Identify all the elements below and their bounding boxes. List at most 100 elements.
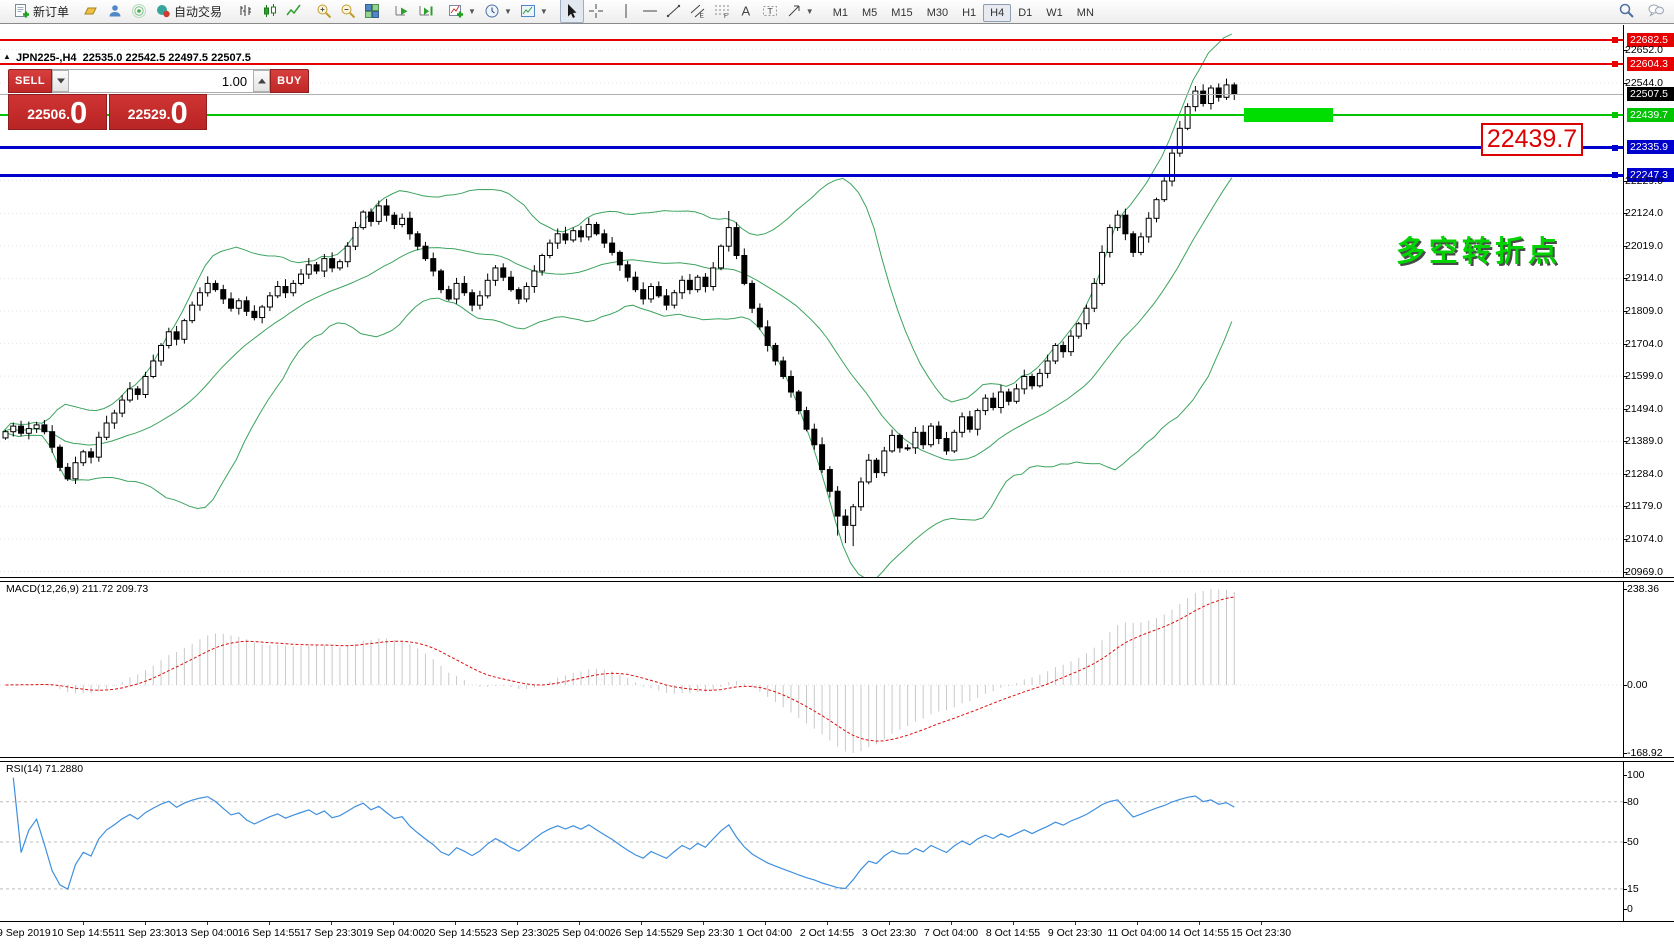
price-axis-line [1623, 25, 1624, 921]
autotrade-button[interactable]: 自动交易 [151, 0, 226, 23]
highlight-zone[interactable] [1244, 108, 1333, 123]
signal-button[interactable] [127, 0, 151, 23]
volume-increase-button[interactable] [253, 70, 271, 92]
time-axis-line [0, 921, 1674, 922]
timeframe-h4-button[interactable]: H4 [983, 3, 1012, 22]
price-line-22507.5[interactable] [0, 93, 1623, 95]
price-line-22335.9[interactable] [0, 146, 1623, 150]
account-button[interactable] [103, 0, 127, 23]
price-line-marker [1612, 172, 1618, 179]
crosshair-button[interactable] [584, 0, 608, 23]
axis-price-label-22604.3: 22604.3 [1627, 56, 1674, 71]
new-order-button[interactable]: 新订单 [10, 0, 73, 23]
timeframe-m1-button[interactable]: M1 [832, 6, 848, 19]
periods-button[interactable]: ▼ [480, 0, 516, 23]
time-tick [765, 922, 766, 925]
bars-chart-icon [240, 5, 252, 16]
chart-region[interactable]: 22682.5 22604.3 22507.5 22439.7 22335.9 22247… [0, 25, 1674, 922]
shapes-button[interactable]: ▼ [782, 0, 818, 23]
text-tool-icon: A [741, 4, 750, 19]
timeframe-mn-button[interactable]: MN [1076, 6, 1094, 19]
volume-stepper[interactable] [52, 69, 271, 93]
time-label: 1 Oct 04:00 [737, 927, 793, 939]
sell-button[interactable]: SELL [8, 69, 53, 93]
timeframe-w1-button[interactable]: W1 [1046, 6, 1063, 19]
timeframe-h1-button[interactable]: H1 [962, 6, 977, 19]
axis-tick-mark [1623, 408, 1627, 410]
time-tick [951, 922, 952, 925]
gold-button[interactable] [79, 0, 103, 23]
price-chart-canvas[interactable] [0, 25, 1623, 577]
macd-scale-label: 0.00 [1627, 679, 1648, 691]
indicators-button[interactable]: ▼ [444, 0, 480, 23]
fibo-button[interactable]: F [710, 0, 734, 23]
label-tool-button[interactable]: T [758, 0, 782, 23]
price-line-22439.7[interactable] [0, 114, 1623, 117]
axis-tick-mark [1623, 506, 1627, 508]
signal-icon [132, 4, 147, 18]
time-tick [269, 922, 270, 925]
time-tick [703, 922, 704, 925]
timeframe-m30-button[interactable]: M30 [926, 6, 949, 19]
gold-icon [84, 7, 97, 15]
time-label: 7 Oct 04:00 [923, 927, 979, 939]
volume-decrease-button[interactable] [52, 70, 70, 92]
indicators-icon [449, 5, 464, 18]
axis-price-label-22682.5: 22682.5 [1627, 32, 1674, 47]
axis-tick-mark [1623, 278, 1627, 280]
timeframe-m5-button[interactable]: M5 [862, 6, 878, 19]
symbol-ohlc-line: JPN225-,H4 22535.0 22542.5 22497.5 22507… [16, 52, 251, 64]
label-tool-icon: T [762, 6, 777, 16]
toolbar: 新订单 自动交易 ▼ ▼ ▼ E F A T ▼ M1 M5 M15 M30 H1 H4 D1 W1 MN [0, 0, 1674, 24]
vline-button[interactable] [614, 0, 638, 23]
timeframe-m15-button[interactable]: M15 [891, 6, 913, 19]
hline-button[interactable] [638, 0, 662, 23]
macd-panel-canvas[interactable] [0, 581, 1623, 756]
candles-chart-icon [264, 4, 277, 17]
search-button[interactable] [1618, 2, 1634, 23]
annotation-text[interactable]: 多空转折点 [1396, 236, 1562, 268]
dropdown-caret-icon: ▼ [539, 6, 548, 16]
tile-windows-button[interactable] [360, 0, 384, 23]
price-line-22247.3[interactable] [0, 173, 1623, 177]
buy-price[interactable]: 22529. 0 [108, 94, 207, 130]
sell-price[interactable]: 22506. 0 [8, 94, 107, 130]
macd-name: MACD(12,26,9) [6, 583, 79, 595]
axis-price-label-22335.9: 22335.9 [1627, 140, 1674, 155]
autoscroll-button[interactable] [390, 0, 414, 23]
time-label: 16 Sep 14:55 [237, 927, 301, 939]
channel-button[interactable]: E [686, 0, 710, 23]
rsi-panel-divider[interactable] [0, 757, 1674, 762]
time-label: 13 Sep 04:00 [175, 927, 239, 939]
macd-value-main: 211.72 [81, 583, 114, 595]
chart-shift-button[interactable] [414, 0, 438, 23]
line-chart-button[interactable] [282, 0, 306, 23]
zoom-out-button[interactable] [336, 0, 360, 23]
time-axis[interactable]: 9 Sep 2019 10 Sep 14:55 11 Sep 23:30 13 Sep… [0, 922, 1674, 946]
text-tool-button[interactable]: A [734, 0, 758, 23]
timeframe-d1-button[interactable]: D1 [1018, 6, 1033, 19]
price-line-22682.5[interactable] [0, 39, 1623, 42]
channel-icon: E [690, 4, 704, 19]
sell-price-int: 22506 [27, 106, 67, 122]
macd-scale-tick [1623, 753, 1627, 754]
chat-button[interactable] [1648, 2, 1664, 23]
volume-input[interactable] [69, 70, 254, 92]
candles-chart-button[interactable] [258, 0, 282, 23]
macd-panel-divider[interactable] [0, 577, 1674, 582]
price-line-22604.3[interactable] [0, 63, 1623, 66]
buy-button[interactable]: BUY [270, 69, 309, 93]
rsi-panel-canvas[interactable] [0, 761, 1623, 919]
time-tick [455, 922, 456, 925]
one-click-trading-panel[interactable]: SELL BUY 22506.0 22529.0 [8, 69, 309, 130]
axis-tick-label: 22124.0 [1625, 207, 1663, 220]
templates-button[interactable]: ▼ [516, 0, 552, 23]
bars-chart-button[interactable] [234, 0, 258, 23]
macd-label: MACD(12,26,9) 211.72 209.73 [6, 583, 148, 595]
trendline-button[interactable] [662, 0, 686, 23]
subwindow-collapse-icon[interactable]: ▲ [3, 52, 11, 61]
cursor-button[interactable] [559, 0, 584, 23]
price-callout-box[interactable]: 22439.7 [1481, 123, 1583, 156]
sell-price-big-digit: 0 [70, 95, 88, 130]
zoom-in-button[interactable] [312, 0, 336, 23]
